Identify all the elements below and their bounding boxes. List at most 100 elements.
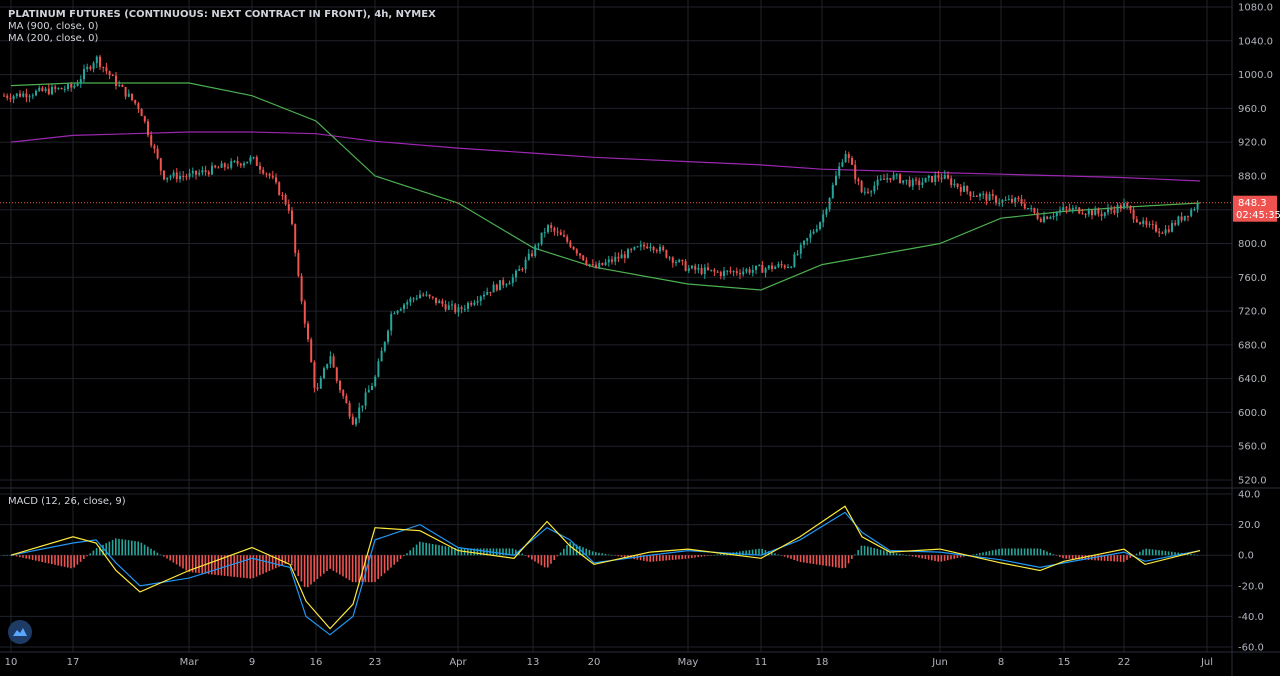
ma900-line [10,131,1201,182]
candle-body [1071,208,1074,210]
macd-histogram-bar [607,554,610,556]
macd-histogram-bar [329,555,331,569]
candle-body [1193,209,1196,211]
macd-histogram-bar [451,547,453,556]
macd-histogram-bar [89,553,91,556]
candle-body [28,96,31,98]
macd-histogram-bar [476,548,479,556]
macd-histogram-bar [847,555,850,564]
candle-body [182,175,185,177]
macd-histogram-bar [230,555,232,577]
candle-body [758,265,761,267]
candle-body [342,390,345,396]
macd-histogram-bar [419,541,421,556]
candle-body [876,179,879,186]
candle-body [767,265,770,269]
macd-histogram-bar [1161,550,1163,556]
macd-histogram-bar [1148,549,1151,556]
candle-body [607,259,610,263]
macd-histogram-bar [409,550,411,556]
candle-body [991,194,994,197]
candle-body [508,282,511,285]
candle-body [668,257,671,259]
macd-histogram-bar [307,555,309,588]
candle-body [684,261,687,271]
macd-histogram-bar [211,555,213,575]
candle-body [739,273,741,275]
macd-histogram-bar [515,549,517,556]
candle-body [566,236,569,242]
candle-body [371,386,373,390]
candle-body [131,93,133,100]
price-tick-label: 720.0 [1238,307,1267,318]
candle-body [41,87,44,92]
candle-body [764,268,767,273]
candle-body [451,304,453,306]
macd-histogram-bar [169,555,171,561]
candle-body [217,167,220,169]
macd-histogram-bar [943,555,946,561]
macd-histogram-bar [703,555,706,557]
candle-body [1049,217,1052,219]
candle-body [185,176,188,178]
macd-histogram-bar [1135,553,1138,556]
candle-body [601,262,604,266]
candle-body [985,193,988,201]
macd-histogram-bar [991,550,994,556]
candle-body [1027,208,1029,210]
macd-histogram-bar [1110,555,1112,562]
candle-body [1151,223,1154,225]
macd-histogram-bar [700,555,703,557]
candle-body [675,262,677,264]
ma200-line [10,82,1201,291]
candle-body [6,95,9,98]
candle-body [505,284,508,286]
macd-histogram-bar [947,555,949,561]
macd-histogram-bar [988,550,991,556]
macd-histogram-bar [956,555,959,559]
candle-body [707,267,709,270]
macd-histogram-bar [147,546,149,556]
candle-body [851,158,853,165]
candle-body [1020,199,1023,204]
macd-histogram-bar [1174,552,1176,556]
macd-histogram-bar [339,555,341,575]
macd-histogram-bar [1100,555,1103,561]
candle-body [3,95,5,97]
macd-histogram-bar [924,555,927,560]
macd-histogram-bar [979,553,981,556]
macd-histogram-bar [1151,549,1154,556]
candle-body [335,367,338,381]
macd-histogram-bar [1059,555,1061,557]
candle-body [460,307,463,310]
candle-body [252,157,255,159]
candle-body [262,169,265,174]
candle-body [211,165,213,175]
macd-histogram-bar [1087,555,1090,560]
macd-histogram-bar [940,555,943,562]
macd-histogram-bar [140,542,143,556]
macd-histogram-bar [28,555,31,560]
candle-body [809,233,812,239]
candle-body [972,195,975,197]
macd-histogram-bar [1107,555,1109,562]
candle-body [380,350,383,362]
candle-body [988,194,991,201]
candle-body [172,172,175,177]
candle-body [1167,229,1170,232]
macd-histogram-bar [1049,552,1051,556]
macd-histogram-bar [67,555,69,568]
macd-histogram-bar [870,547,872,556]
macd-histogram-bar [825,555,827,566]
macd-histogram-bar [355,555,357,583]
macd-histogram-bar [217,555,219,576]
candle-body [598,262,601,268]
candle-body [1100,213,1103,216]
candle-body [358,407,361,419]
macd-histogram-bar [134,541,136,556]
macd-histogram-bar [191,555,194,573]
tradingview-logo-icon[interactable] [8,620,32,644]
macd-histogram-bar [51,555,53,565]
